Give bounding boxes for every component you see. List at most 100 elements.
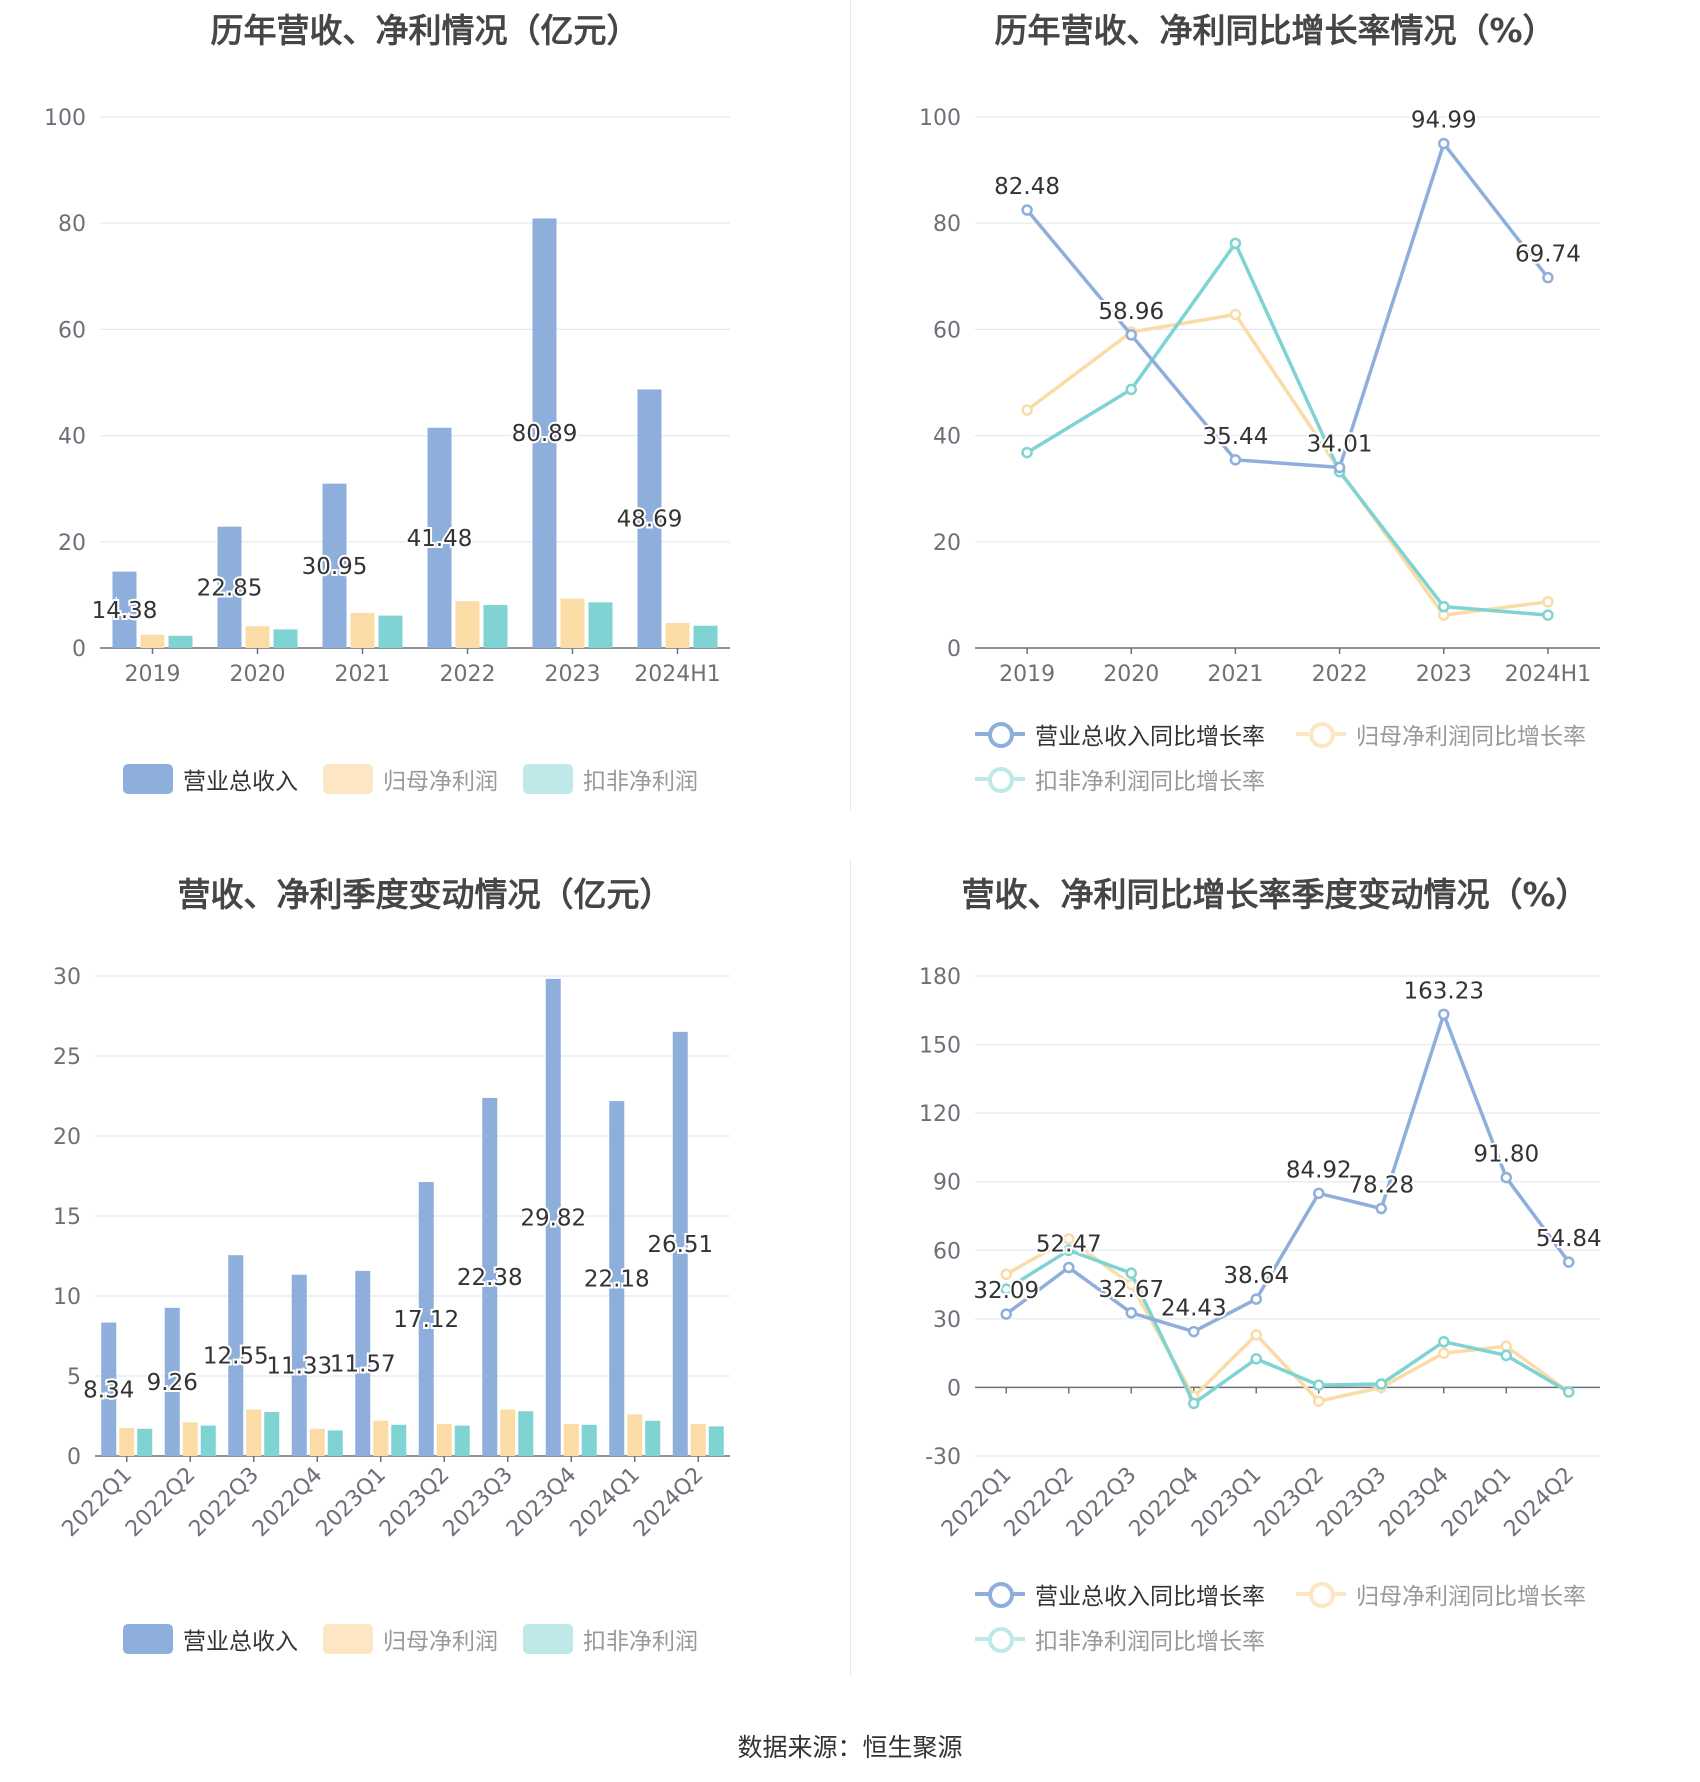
legend-item-net-profit-growth[interactable]: 归母净利润同比增长率 [1296,1577,1586,1611]
vertical-divider [850,0,851,810]
data-label: 58.96 [1098,299,1164,325]
data-point [1125,1307,1137,1319]
data-point [1313,1187,1325,1200]
bar-revenue [228,1255,244,1456]
data-label: 29.82 [520,1205,586,1231]
data-point [1063,1244,1075,1257]
data-point [1125,1267,1137,1279]
y-tick-label: 100 [919,106,961,131]
bar-net-profit [373,1420,389,1456]
data-point [1542,271,1554,284]
legend-item-net-profit-growth[interactable]: 归母净利润同比增长率 [1296,717,1586,751]
chart-title: 历年营收、净利情况（亿元） [210,11,640,50]
bar-deducted-profit [588,602,613,648]
x-tick-label: 2019 [125,662,181,687]
x-tick-label: 2021 [1207,662,1263,687]
data-label: 80.89 [512,421,578,447]
legend-label: 归母净利润 [383,769,498,795]
data-point [1000,1308,1012,1320]
y-tick-label: 60 [933,1239,961,1264]
bar-net-profit [627,1414,643,1456]
bar-net-profit [436,1424,452,1456]
x-tick-label: 2022 [440,662,496,687]
bar-deducted-profit [200,1425,216,1456]
bar-net-profit [690,1424,706,1456]
legend-item-net-profit[interactable]: 归母净利润 [323,762,498,796]
y-tick-label: 25 [53,1045,81,1070]
bar-revenue [112,571,137,648]
data-label: 8.34 [83,1377,134,1403]
bar-net-profit [182,1422,198,1456]
bar-net-profit [500,1409,516,1456]
legend-item-revenue[interactable]: 营业总收入 [123,762,298,796]
chart-legend: 营业总收入 归母净利润 扣非净利润 [0,860,850,1720]
series-line-revenue-growth [1005,1009,1571,1334]
y-tick-label: 30 [53,965,81,990]
data-label: 22.85 [197,575,263,601]
data-label: 82.48 [994,174,1060,200]
y-tick-label: 20 [53,1125,81,1150]
data-point [1542,609,1554,621]
chart-legend: 营业总收入同比增长率 归母净利润同比增长率 扣非净利润同比增长率 [850,0,1700,860]
data-point [1333,461,1346,474]
annual-growth-panel: 历年营收、净利同比增长率情况（%） 0 20 40 60 80 100 2019 2020 20… [850,0,1700,860]
bar-deducted-profit [137,1428,153,1456]
bar-net-profit [563,1424,579,1456]
bar-net-profit [119,1428,135,1456]
y-tick-label: 0 [67,1445,81,1470]
bar-net-profit [140,634,165,648]
legend-label: 归母净利润同比增长率 [1356,724,1586,750]
bar-revenue [637,389,662,648]
bar-deducted-profit [168,635,193,648]
data-point [1375,1202,1387,1215]
data-point [1229,454,1242,466]
series-line-revenue-growth [1025,139,1550,470]
x-tick-label: 2024H1 [634,662,721,687]
data-point [1229,237,1242,250]
data-label: 22.18 [584,1267,650,1293]
data-point [1250,1329,1262,1341]
legend-label: 归母净利润 [383,1629,498,1655]
chart-title: 营收、净利同比增长率季度变动情况（%） [961,875,1589,914]
bar-deducted-profit [708,1426,724,1456]
legend-item-deducted-growth[interactable]: 扣非净利润同比增长率 [975,762,1265,796]
legend-item-revenue-growth[interactable]: 营业总收入同比增长率 [975,717,1265,751]
chart-legend: 营业总收入同比增长率 归母净利润同比增长率 扣非净利润同比增长率 [850,860,1700,1720]
x-tick-label: 2020 [1103,662,1159,687]
legend-item-revenue-growth[interactable]: 营业总收入同比增长率 [975,1577,1265,1611]
data-label: 54.84 [1536,1226,1602,1252]
y-tick-label: 60 [933,318,961,343]
legend-item-revenue[interactable]: 营业总收入 [123,1622,298,1656]
data-label: 26.51 [647,1232,713,1258]
data-point [1500,1171,1512,1184]
bar-revenue [482,1097,498,1456]
bar-revenue [545,978,561,1456]
data-point [1021,446,1033,459]
data-label: 78.28 [1348,1173,1414,1199]
legend-item-deducted-growth[interactable]: 扣非净利润同比增长率 [975,1622,1265,1656]
data-point [1021,404,1033,416]
y-tick-label: 80 [933,212,961,237]
data-point [1000,1268,1012,1281]
data-point [1313,1395,1325,1407]
bar-net-profit [350,612,375,648]
y-tick-label: 15 [53,1205,81,1230]
y-tick-label: 80 [58,212,86,237]
data-label: 9.26 [147,1370,198,1396]
legend-swatch [323,764,373,794]
quarterly-bar-chart: 0510152025302022Q12022Q22022Q32022Q42023… [53,965,730,1542]
legend-swatch [1296,1579,1346,1609]
legend-item-deducted-profit[interactable]: 扣非净利润 [523,762,698,796]
series-line-net-profit-growth [1026,312,1549,617]
annual-revenue-profit-panel: 历年营收、净利情况（亿元） 0 20 40 60 80 100 2019 2020 2021 20… [0,0,850,860]
legend-label: 营业总收入同比增长率 [1035,1584,1265,1610]
bar-revenue [164,1307,180,1456]
data-label: 38.64 [1223,1263,1289,1289]
legend-item-deducted-profit[interactable]: 扣非净利润 [523,1622,698,1656]
data-label: 11.57 [330,1351,396,1377]
data-point [1542,596,1554,608]
chart-title: 历年营收、净利同比增长率情况（%） [994,11,1556,50]
data-point [1188,1397,1200,1410]
chart-title: 营收、净利季度变动情况（亿元） [177,875,673,914]
legend-item-net-profit[interactable]: 归母净利润 [323,1622,498,1656]
